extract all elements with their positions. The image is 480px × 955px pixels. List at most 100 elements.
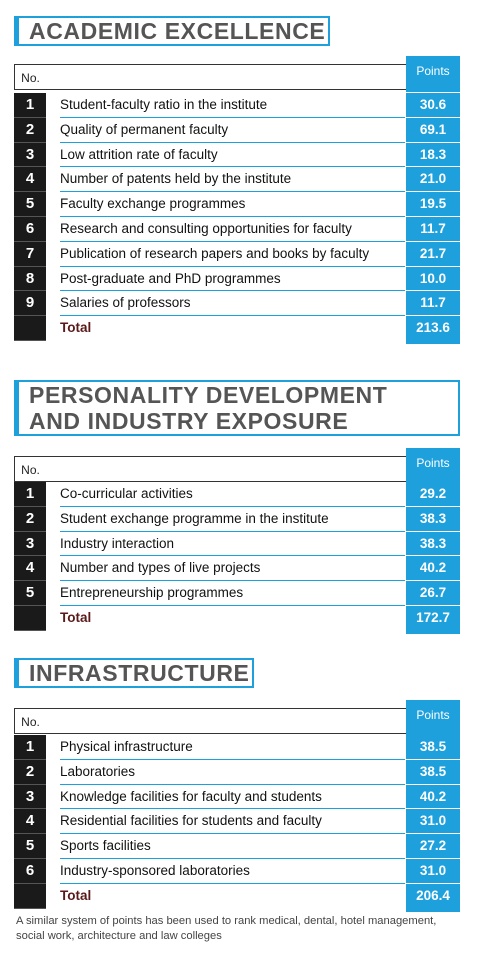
column-header-no: No. bbox=[14, 708, 46, 734]
criterion-points: 21.0 bbox=[406, 167, 460, 193]
criterion-label: Industry-sponsored laboratories bbox=[60, 859, 405, 884]
row-number bbox=[14, 883, 46, 909]
criterion-points: 38.3 bbox=[406, 506, 460, 532]
criterion-points: 18.3 bbox=[406, 142, 460, 168]
criterion-label: Number of patents held by the institute bbox=[60, 167, 405, 193]
criterion-label: Research and consulting opportunities fo… bbox=[60, 217, 405, 242]
criterion-label: Quality of permanent faculty bbox=[60, 118, 405, 143]
row-number bbox=[14, 316, 46, 341]
header-rule bbox=[46, 708, 406, 734]
criterion-points: 27.2 bbox=[406, 834, 460, 859]
table-row: 3 Knowledge facilities for faculty and st… bbox=[14, 784, 460, 810]
row-number: 4 bbox=[14, 167, 46, 193]
row-number: 6 bbox=[14, 217, 46, 242]
criterion-points: 69.1 bbox=[406, 117, 460, 143]
personality-development-and-industry-exposure-heading: PERSONALITY DEVELOPMENT AND INDUSTRY EXPO… bbox=[14, 380, 460, 436]
row-number: 1 bbox=[14, 482, 46, 507]
footnote: A similar system of points has been used… bbox=[16, 915, 437, 942]
criterion-label: Residential facilities for students and … bbox=[60, 809, 405, 835]
criterion-label: Student exchange programme in the instit… bbox=[60, 507, 405, 532]
criterion-points: 29.2 bbox=[406, 482, 460, 507]
row-number: 2 bbox=[14, 117, 46, 143]
criterion-label: Entrepreneurship programmes bbox=[60, 581, 405, 606]
criterion-label: Knowledge facilities for faculty and stu… bbox=[60, 785, 405, 810]
criterion-label: Student-faculty ratio in the institute bbox=[60, 93, 405, 118]
infrastructure-heading: INFRASTRUCTURE bbox=[14, 658, 254, 688]
header-rule bbox=[46, 64, 406, 90]
column-header-points: Points bbox=[406, 448, 460, 484]
criterion-label: Physical infrastructure bbox=[60, 735, 405, 760]
criterion-points: 31.0 bbox=[406, 859, 460, 884]
criterion-points: 40.2 bbox=[406, 556, 460, 582]
table-row: 5 Entrepreneurship programmes 26.7 bbox=[14, 581, 460, 606]
table-row: 9 Salaries of professors 11.7 bbox=[14, 291, 460, 317]
row-number: 2 bbox=[14, 506, 46, 532]
row-number: 9 bbox=[14, 291, 46, 317]
criterion-points: 11.7 bbox=[406, 291, 460, 317]
table-row: 1 Student-faculty ratio in the institute 3… bbox=[14, 93, 460, 118]
table-row: 4 Number of patents held by the institute… bbox=[14, 167, 460, 193]
table-row: 2 Laboratories 38.5 bbox=[14, 759, 460, 785]
row-number: 5 bbox=[14, 834, 46, 859]
criterion-label: Sports facilities bbox=[60, 834, 405, 859]
criterion-points: 38.5 bbox=[406, 759, 460, 785]
table-row: 6 Industry-sponsored laboratories 31.0 bbox=[14, 859, 460, 884]
section-title: PERSONALITY DEVELOPMENT bbox=[29, 382, 388, 408]
criterion-points: 21.7 bbox=[406, 241, 460, 267]
column-header-no: No. bbox=[14, 64, 46, 90]
row-number: 2 bbox=[14, 759, 46, 785]
criterion-label: Co-curricular activities bbox=[60, 482, 405, 507]
row-number: 4 bbox=[14, 809, 46, 835]
table-row: 4 Residential facilities for students and… bbox=[14, 809, 460, 835]
table-row: 2 Student exchange programme in the insti… bbox=[14, 506, 460, 532]
row-number: 3 bbox=[14, 142, 46, 168]
total-points: 206.4 bbox=[406, 883, 460, 913]
criterion-label: Low attrition rate of faculty bbox=[60, 143, 405, 168]
column-header-points: Points bbox=[406, 700, 460, 736]
total-label: Total bbox=[60, 887, 92, 903]
total-points: 213.6 bbox=[406, 316, 460, 345]
section-title: INFRASTRUCTURE bbox=[29, 660, 250, 686]
row-number: 5 bbox=[14, 192, 46, 217]
table-row: 3 Industry interaction 38.3 bbox=[14, 531, 460, 557]
criterion-points: 11.7 bbox=[406, 217, 460, 242]
table-row: 1 Co-curricular activities 29.2 bbox=[14, 482, 460, 507]
row-number: 6 bbox=[14, 859, 46, 884]
total-label: Total bbox=[60, 610, 92, 625]
criterion-points: 10.0 bbox=[406, 266, 460, 292]
criterion-label: Post-graduate and PhD programmes bbox=[60, 267, 405, 292]
table-row: 5 Sports facilities 27.2 bbox=[14, 834, 460, 859]
criterion-points: 19.5 bbox=[406, 192, 460, 217]
table-row: 4 Number and types of live projects 40.2 bbox=[14, 556, 460, 582]
column-header-points: Points bbox=[406, 56, 460, 92]
criterion-points: 40.2 bbox=[406, 784, 460, 810]
criterion-points: 38.3 bbox=[406, 531, 460, 557]
criterion-label: Laboratories bbox=[60, 760, 405, 785]
criterion-label: Publication of research papers and books… bbox=[60, 242, 405, 267]
criterion-points: 31.0 bbox=[406, 809, 460, 835]
table-row: 8 Post-graduate and PhD programmes 10.0 bbox=[14, 266, 460, 292]
criterion-points: 26.7 bbox=[406, 581, 460, 606]
table-row: 3 Low attrition rate of faculty 18.3 bbox=[14, 142, 460, 168]
table-row: 2 Quality of permanent faculty 69.1 bbox=[14, 117, 460, 143]
criterion-label: Number and types of live projects bbox=[60, 556, 405, 582]
table-row: 5 Faculty exchange programmes 19.5 bbox=[14, 192, 460, 217]
row-number: 4 bbox=[14, 556, 46, 582]
row-number: 3 bbox=[14, 531, 46, 557]
header-rule bbox=[46, 456, 406, 482]
row-number: 7 bbox=[14, 241, 46, 267]
column-header-no: No. bbox=[14, 456, 46, 482]
row-number bbox=[14, 606, 46, 631]
row-number: 5 bbox=[14, 581, 46, 606]
row-number: 8 bbox=[14, 266, 46, 292]
total-points: 172.7 bbox=[406, 606, 460, 635]
academic-excellence-heading: ACADEMIC EXCELLENCE bbox=[14, 16, 330, 46]
criterion-label: Salaries of professors bbox=[60, 291, 405, 317]
section-title: AND INDUSTRY EXPOSURE bbox=[29, 408, 349, 434]
row-number: 3 bbox=[14, 784, 46, 810]
total-label: Total bbox=[60, 320, 92, 336]
row-number: 1 bbox=[14, 93, 46, 118]
table-row: 1 Physical infrastructure 38.5 bbox=[14, 735, 460, 760]
total-row: Total 213.6 bbox=[14, 316, 460, 345]
criterion-label: Industry interaction bbox=[60, 532, 405, 557]
